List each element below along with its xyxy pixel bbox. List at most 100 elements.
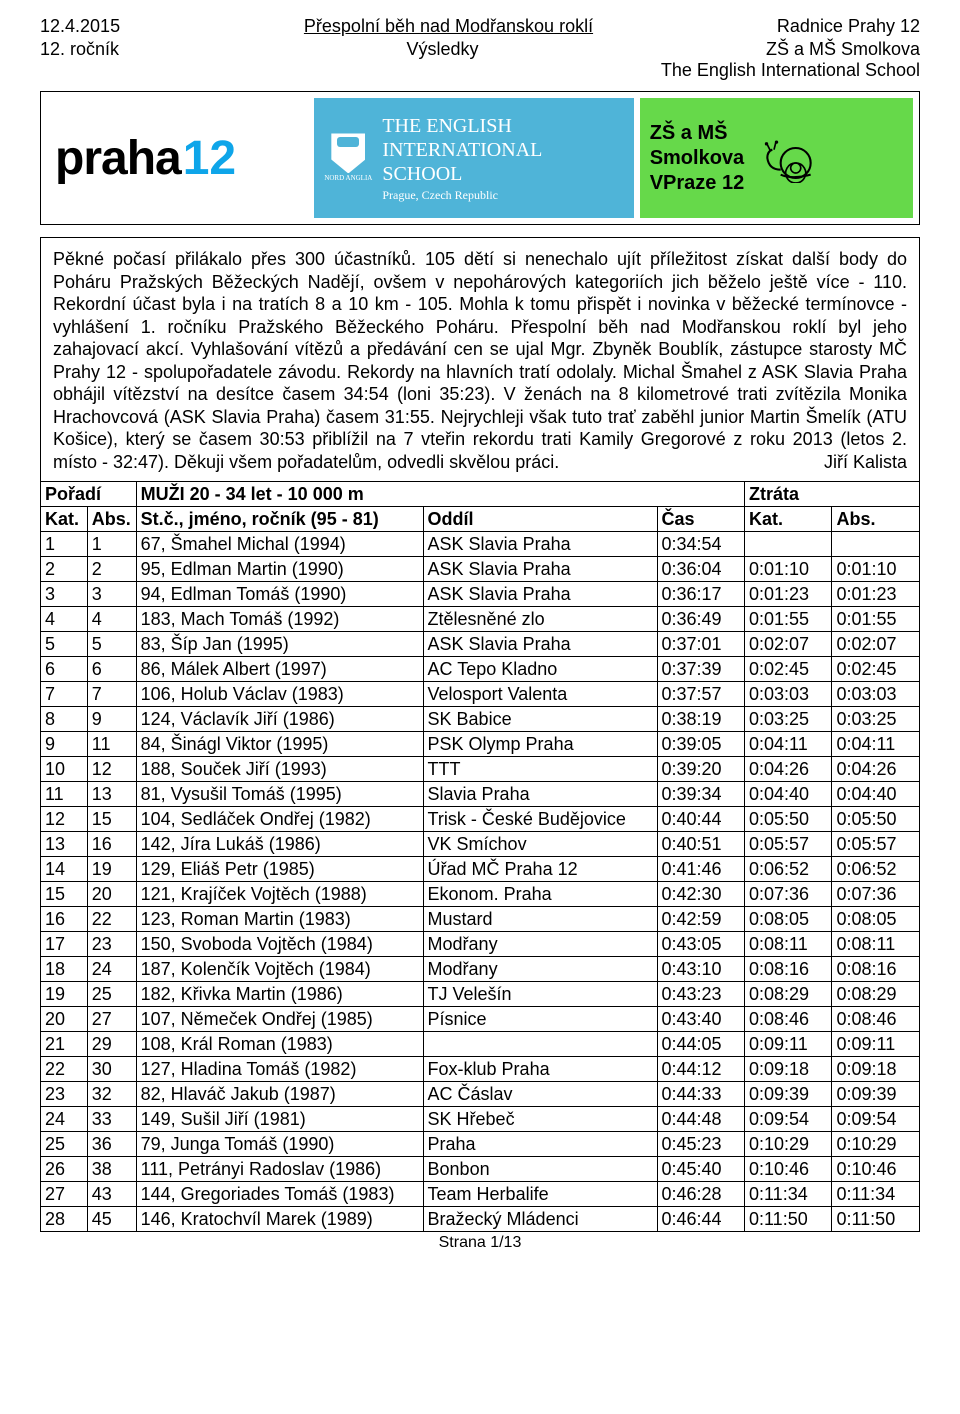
cell-kat: 16 [41, 907, 88, 932]
cell-zkat: 0:08:29 [745, 982, 832, 1007]
cell-zabs: 0:01:10 [832, 557, 920, 582]
praha-logo-text: praha [55, 131, 181, 186]
cell-zkat: 0:07:36 [745, 882, 832, 907]
cell-zkat: 0:08:46 [745, 1007, 832, 1032]
smolkova-text: ZŠ a MŠ Smolkova VPraze 12 [650, 121, 745, 196]
cell-name: 79, Junga Tomáš (1990) [136, 1132, 423, 1157]
table-row: 2845146, Kratochvíl Marek (1989)Bražecký… [41, 1207, 920, 1232]
cell-kat: 5 [41, 632, 88, 657]
cell-cas: 0:38:19 [657, 707, 744, 732]
cell-kat: 25 [41, 1132, 88, 1157]
cell-name: 121, Krajíček Vojtěch (1988) [136, 882, 423, 907]
cell-cas: 0:44:48 [657, 1107, 744, 1132]
cell-zkat: 0:04:40 [745, 782, 832, 807]
cell-oddil: TJ Velešín [423, 982, 657, 1007]
table-row: 2433149, Sušil Jiří (1981)SK Hřebeč0:44:… [41, 1107, 920, 1132]
cell-zkat: 0:09:39 [745, 1082, 832, 1107]
cell-abs: 12 [87, 757, 136, 782]
smolkova-line1: ZŠ a MŠ [650, 121, 745, 146]
cell-abs: 16 [87, 832, 136, 857]
cell-name: 129, Eliáš Petr (1985) [136, 857, 423, 882]
cell-name: 108, Král Roman (1983) [136, 1032, 423, 1057]
cell-oddil: Ekonom. Praha [423, 882, 657, 907]
cell-name: 187, Kolenčík Vojtěch (1984) [136, 957, 423, 982]
cell-oddil: Praha [423, 1132, 657, 1157]
cell-abs: 29 [87, 1032, 136, 1057]
header-edition: 12. ročník [40, 39, 119, 60]
cell-zkat: 0:01:55 [745, 607, 832, 632]
cell-abs: 5 [87, 632, 136, 657]
eis-line2: INTERNATIONAL [382, 138, 542, 162]
header-school2: The English International School [40, 60, 920, 81]
cell-oddil: ASK Slavia Praha [423, 532, 657, 557]
th-oddil: Oddíl [423, 507, 657, 532]
cell-oddil: PSK Olymp Praha [423, 732, 657, 757]
cell-oddil: AC Tepo Kladno [423, 657, 657, 682]
cell-name: 182, Křivka Martin (1986) [136, 982, 423, 1007]
description-signature: Jiří Kalista [824, 451, 907, 474]
th-abs2: Abs. [832, 507, 920, 532]
table-row: 2129108, Král Roman (1983)0:44:050:09:11… [41, 1032, 920, 1057]
cell-name: 82, Hlaváč Jakub (1987) [136, 1082, 423, 1107]
cell-cas: 0:46:44 [657, 1207, 744, 1232]
cell-kat: 15 [41, 882, 88, 907]
table-row: 1215104, Sedláček Ondřej (1982)Trisk - Č… [41, 807, 920, 832]
table-header-row: Kat. Abs. St.č., jméno, ročník (95 - 81)… [41, 507, 920, 532]
cell-abs: 6 [87, 657, 136, 682]
cell-kat: 12 [41, 807, 88, 832]
cell-cas: 0:37:57 [657, 682, 744, 707]
cell-name: 127, Hladina Tomáš (1982) [136, 1057, 423, 1082]
cell-name: 188, Souček Jiří (1993) [136, 757, 423, 782]
cell-oddil: Mustard [423, 907, 657, 932]
cell-kat: 18 [41, 957, 88, 982]
cell-abs: 9 [87, 707, 136, 732]
cell-kat: 21 [41, 1032, 88, 1057]
cell-zabs: 0:03:25 [832, 707, 920, 732]
cell-zabs: 0:11:50 [832, 1207, 920, 1232]
cell-kat: 27 [41, 1182, 88, 1207]
header-school1: ZŠ a MŠ Smolkova [766, 39, 920, 60]
cell-zabs: 0:06:52 [832, 857, 920, 882]
th-cas: Čas [657, 507, 744, 532]
table-row: 111381, Vysušil Tomáš (1995)Slavia Praha… [41, 782, 920, 807]
table-row: 44183, Mach Tomáš (1992)Ztělesněné zlo0:… [41, 607, 920, 632]
cell-zabs: 0:05:57 [832, 832, 920, 857]
banner-border: praha12 NORD ANGLIA THE ENGLISH INTERNAT… [40, 91, 920, 225]
cell-kat: 28 [41, 1207, 88, 1232]
eis-text: THE ENGLISH INTERNATIONAL SCHOOL Prague,… [382, 114, 542, 202]
results-body: 1167, Šmahel Michal (1994)ASK Slavia Pra… [41, 532, 920, 1232]
cell-name: 86, Málek Albert (1997) [136, 657, 423, 682]
eis-line1: THE ENGLISH [382, 114, 542, 138]
cell-zkat [745, 532, 832, 557]
cell-zabs: 0:11:34 [832, 1182, 920, 1207]
table-row: 1316142, Jíra Lukáš (1986)VK Smíchov0:40… [41, 832, 920, 857]
cell-abs: 36 [87, 1132, 136, 1157]
cell-oddil: Bražecký Mládenci [423, 1207, 657, 1232]
cell-oddil: ASK Slavia Praha [423, 582, 657, 607]
cell-cas: 0:43:05 [657, 932, 744, 957]
table-row: 2295, Edlman Martin (1990)ASK Slavia Pra… [41, 557, 920, 582]
cell-cas: 0:42:59 [657, 907, 744, 932]
cell-kat: 20 [41, 1007, 88, 1032]
cell-zabs: 0:02:45 [832, 657, 920, 682]
cell-kat: 3 [41, 582, 88, 607]
table-row: 1167, Šmahel Michal (1994)ASK Slavia Pra… [41, 532, 920, 557]
eis-nord: NORD ANGLIA [324, 175, 372, 182]
cell-zkat: 0:04:11 [745, 732, 832, 757]
cell-kat: 17 [41, 932, 88, 957]
cell-cas: 0:46:28 [657, 1182, 744, 1207]
th-poradi: Pořadí [41, 482, 137, 507]
table-row: 1925182, Křivka Martin (1986)TJ Velešín0… [41, 982, 920, 1007]
table-row: 1012188, Souček Jiří (1993)TTT0:39:200:0… [41, 757, 920, 782]
cell-abs: 2 [87, 557, 136, 582]
cell-kat: 24 [41, 1107, 88, 1132]
cell-kat: 7 [41, 682, 88, 707]
cell-zabs: 0:09:54 [832, 1107, 920, 1132]
cell-abs: 7 [87, 682, 136, 707]
cell-zabs: 0:04:26 [832, 757, 920, 782]
cell-zabs: 0:08:46 [832, 1007, 920, 1032]
cell-abs: 1 [87, 532, 136, 557]
cell-name: 149, Sušil Jiří (1981) [136, 1107, 423, 1132]
cell-zabs: 0:05:50 [832, 807, 920, 832]
cell-abs: 23 [87, 932, 136, 957]
